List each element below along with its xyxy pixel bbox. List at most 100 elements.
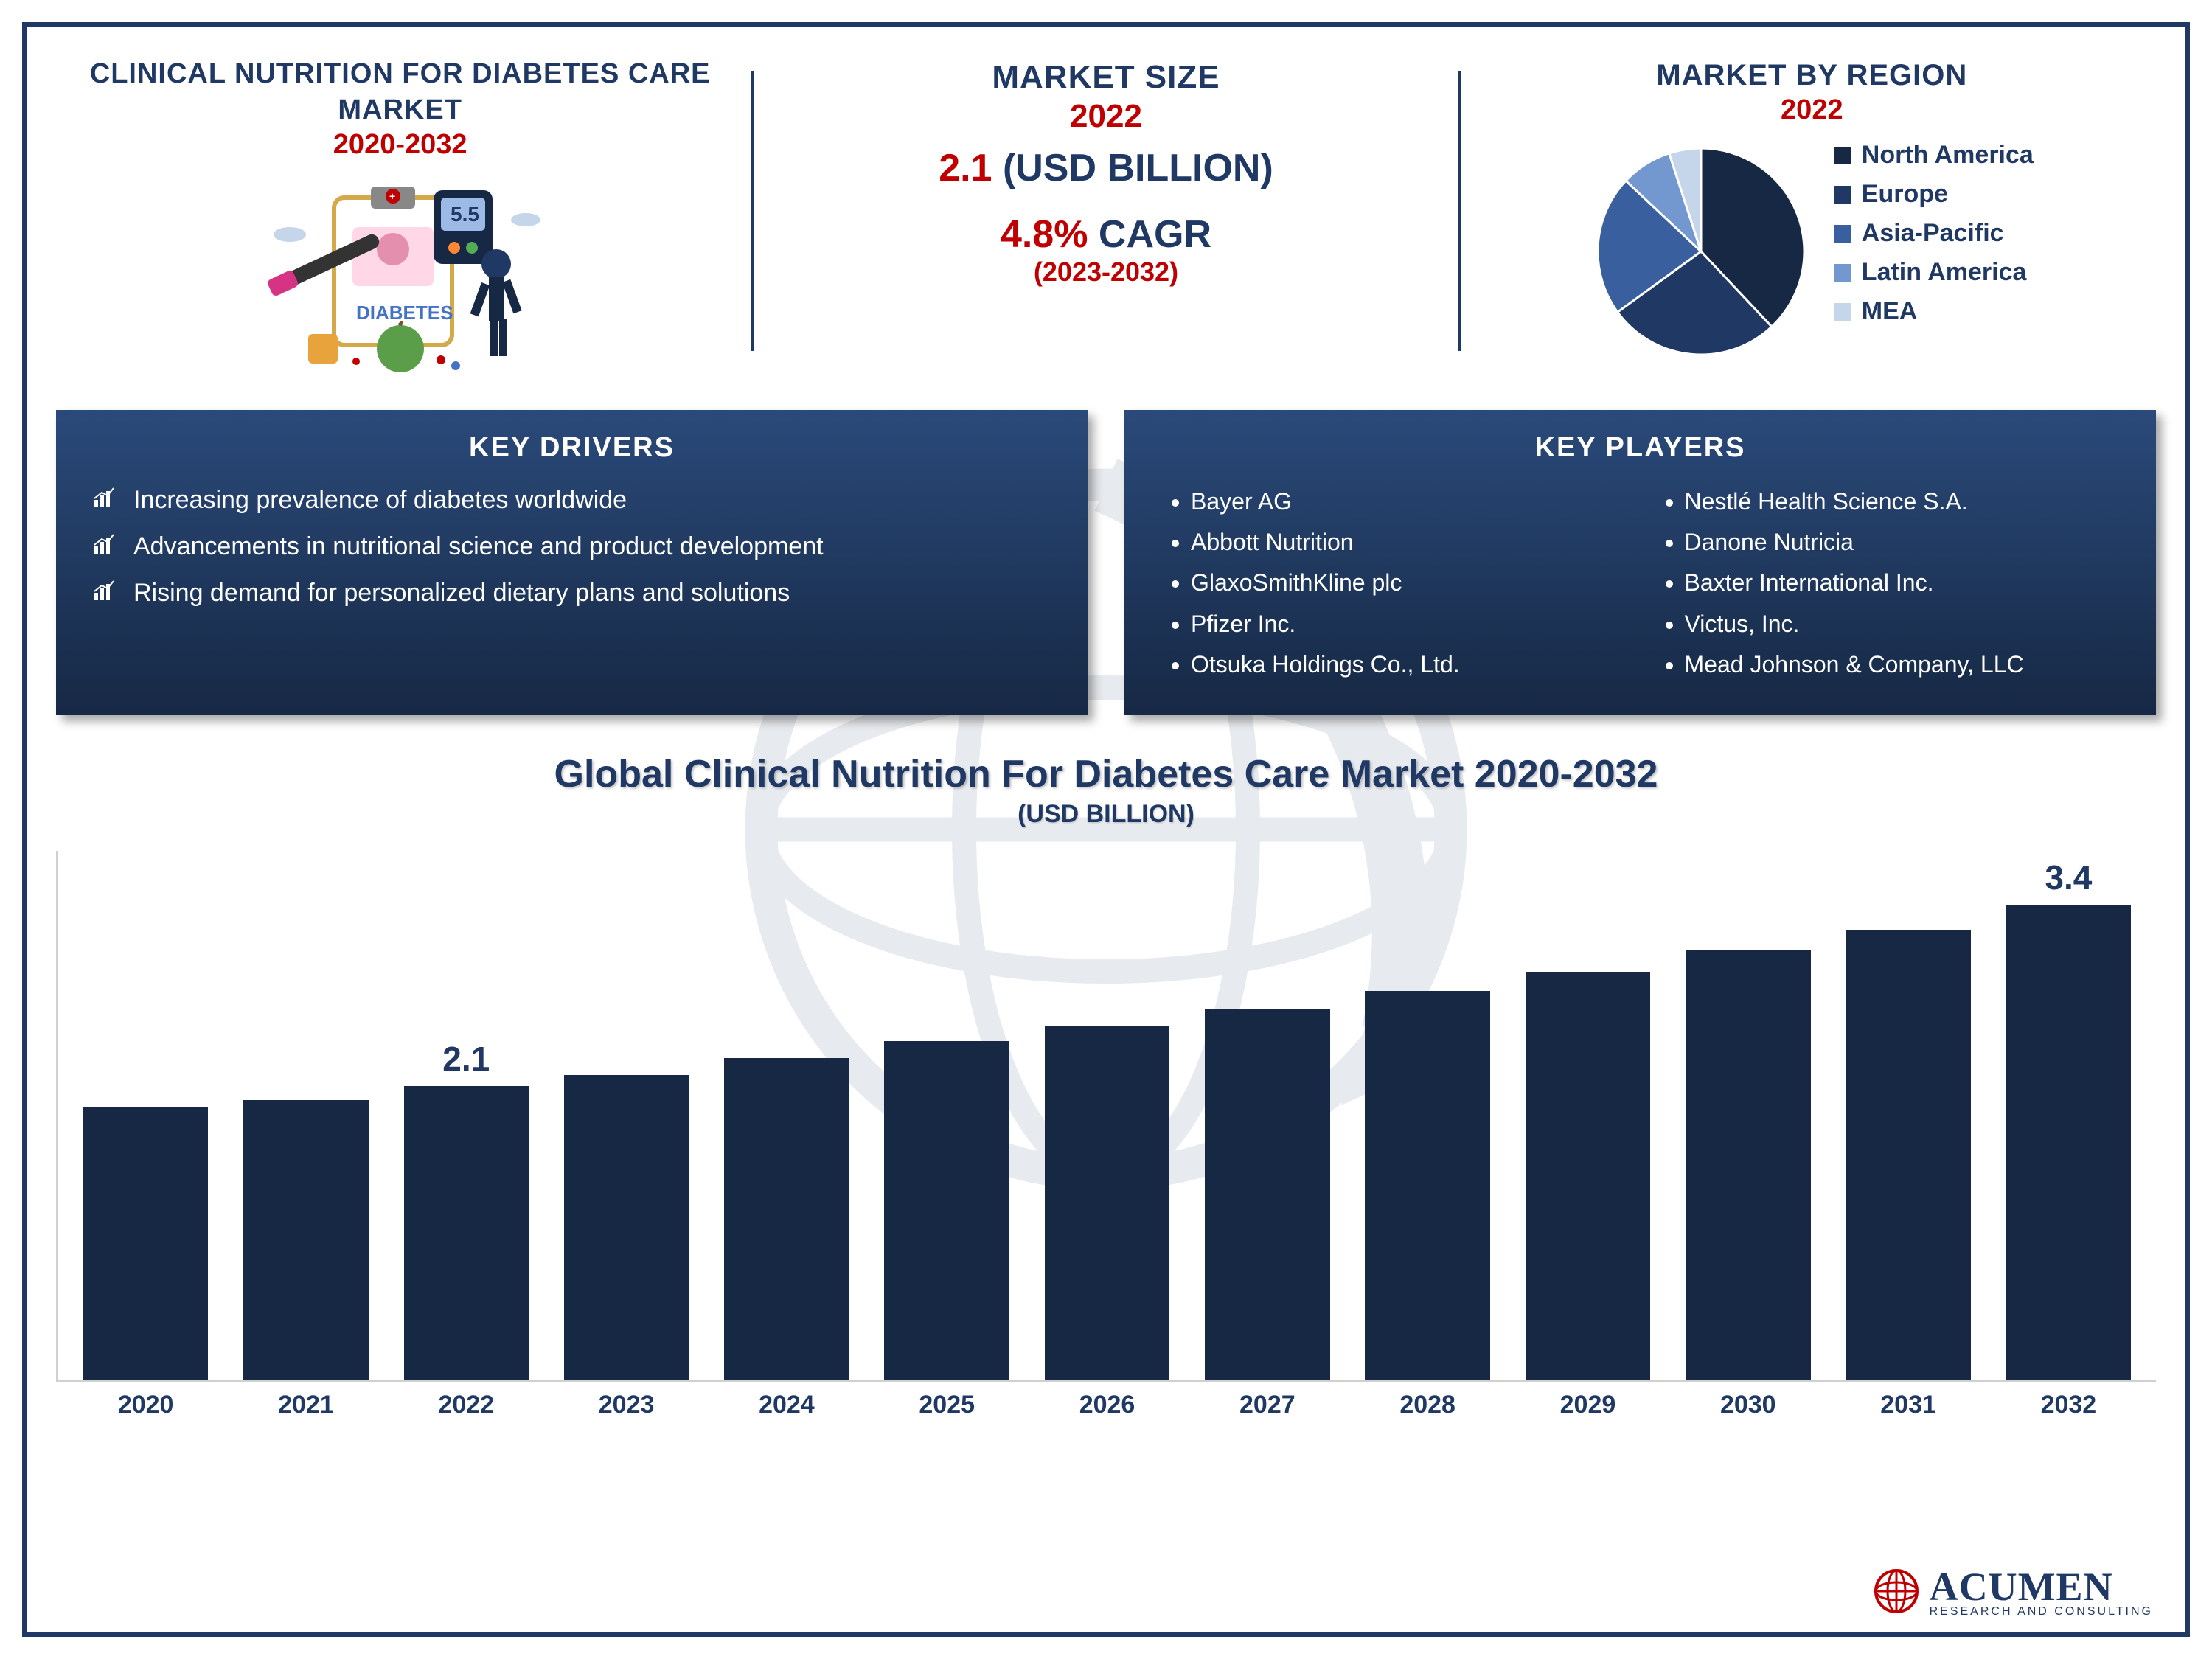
bar (1846, 930, 1971, 1380)
xaxis-label: 2026 (1027, 1391, 1187, 1419)
title-line2: MARKET (56, 92, 744, 128)
player-item: Nestlé Health Science S.A. (1685, 486, 2120, 518)
logo-tag: RESEARCH AND CONSULTING (1930, 1605, 2153, 1618)
col-region: MARKET BY REGION 2022 North America Europ… (1468, 56, 2156, 395)
svg-text:DIABETES: DIABETES (356, 302, 453, 324)
players-title: KEY PLAYERS (1161, 432, 2119, 464)
bar (83, 1107, 209, 1379)
legend-swatch (1834, 147, 1851, 164)
player-item: GlaxoSmithKline plc (1191, 567, 1626, 599)
xaxis-label: 2032 (1989, 1391, 2149, 1419)
bars-row: 2.1 3.4 (56, 851, 2156, 1382)
players-col-1: Bayer AG Abbott Nutrition GlaxoSmithKline … (1161, 486, 1626, 689)
outer-frame: CLINICAL NUTRITION FOR DIABETES CARE MAR… (22, 22, 2190, 1637)
pie-chart (1590, 141, 1812, 362)
bar-slot (1187, 851, 1347, 1380)
player-item: Baxter International Inc. (1685, 567, 2120, 599)
bars-area: 2.1 3.4 202020212022202320242025202620272… (56, 851, 2156, 1441)
size-unit: (USD BILLION) (1003, 147, 1273, 189)
key-drivers-box: KEY DRIVERS Increasing prevalence of dia… (56, 410, 1088, 715)
market-size-value: 2.1 (USD BILLION) (762, 146, 1450, 190)
player-item: Danone Nutricia (1685, 526, 2120, 558)
market-size-year: 2022 (762, 98, 1450, 135)
chart-icon (93, 580, 115, 607)
player-item: Victus, Inc. (1685, 608, 2120, 640)
driver-item: Rising demand for personalized dietary p… (93, 579, 1051, 608)
player-item: Bayer AG (1191, 486, 1626, 518)
bar-slot (1668, 851, 1828, 1380)
legend-swatch (1834, 225, 1851, 243)
legend-item: MEA (1834, 297, 2034, 326)
legend-swatch (1834, 186, 1851, 204)
region-title: MARKET BY REGION (1468, 56, 2156, 94)
bar-value-label: 2.1 (442, 1039, 490, 1079)
acumen-logo: ACUMEN RESEARCH AND CONSULTING (1871, 1564, 2153, 1618)
legend-swatch (1834, 264, 1851, 282)
legend-item: Europe (1834, 180, 2034, 209)
xaxis-label: 2024 (706, 1391, 866, 1419)
bar-slot (226, 851, 386, 1380)
driver-item: Increasing prevalence of diabetes worldw… (93, 486, 1051, 515)
player-item: Mead Johnson & Company, LLC (1685, 649, 2120, 681)
driver-text: Increasing prevalence of diabetes worldw… (133, 486, 627, 515)
title-line1: CLINICAL NUTRITION FOR DIABETES CARE (56, 56, 744, 92)
legend-label: Latin America (1862, 258, 2027, 287)
cagr-range: (2023-2032) (762, 257, 1450, 288)
cagr-value: 4.8% (1001, 213, 1088, 256)
legend-item: Asia-Pacific (1834, 219, 2034, 248)
diabetes-illustration: + DIABETES 5.5 (56, 175, 744, 375)
logo-globe-icon (1871, 1565, 1922, 1617)
driver-text: Rising demand for personalized dietary p… (133, 579, 790, 608)
key-players-box: KEY PLAYERS Bayer AG Abbott Nutrition Glax… (1124, 410, 2156, 715)
xaxis-label: 2020 (66, 1391, 226, 1419)
player-item: Abbott Nutrition (1191, 526, 1626, 558)
bar (1365, 991, 1490, 1380)
cagr-label: CAGR (1099, 213, 1211, 256)
bar-slot (1348, 851, 1508, 1380)
bar-slot (1828, 851, 1988, 1380)
legend-item: North America (1834, 141, 2034, 170)
xaxis-label: 2030 (1668, 1391, 1828, 1419)
players-col-2: Nestlé Health Science S.A. Danone Nutrici… (1655, 486, 2120, 689)
bar-slot: 3.4 (1989, 851, 2149, 1380)
legend-item: Latin America (1834, 258, 2034, 287)
bar (404, 1086, 529, 1380)
chart-title: Global Clinical Nutrition For Diabetes C… (56, 752, 2156, 796)
bar (243, 1100, 369, 1380)
pie-legend: North America Europe Asia-Pacific Latin Ame… (1834, 141, 2034, 336)
bar (1686, 950, 1811, 1380)
xaxis-label: 2022 (386, 1391, 546, 1419)
xaxis-label: 2029 (1508, 1391, 1668, 1419)
region-year: 2022 (1468, 94, 2156, 126)
divider-2 (1458, 71, 1461, 351)
top-section: CLINICAL NUTRITION FOR DIABETES CARE MAR… (56, 56, 2156, 395)
svg-text:+: + (389, 190, 395, 202)
xaxis-row: 2020202120222023202420252026202720282029… (58, 1391, 2156, 1419)
col-market-size: MARKET SIZE 2022 2.1 (USD BILLION) 4.8% … (762, 56, 1450, 395)
bar-chart-section: Global Clinical Nutrition For Diabetes C… (56, 752, 2156, 1441)
bar (724, 1058, 849, 1380)
cagr-line: 4.8% CAGR (762, 212, 1450, 257)
logo-brand: ACUMEN (1930, 1564, 2153, 1610)
legend-label: MEA (1862, 297, 1918, 326)
xaxis-label: 2023 (546, 1391, 706, 1419)
bar (2006, 905, 2132, 1380)
player-item: Otsuka Holdings Co., Ltd. (1191, 649, 1626, 681)
bar-slot (1027, 851, 1187, 1380)
bar (884, 1041, 1009, 1380)
bar (1526, 972, 1651, 1380)
size-number: 2.1 (939, 147, 992, 189)
legend-label: North America (1862, 141, 2034, 170)
xaxis-label: 2031 (1828, 1391, 1988, 1419)
market-size-title: MARKET SIZE (762, 56, 1450, 98)
player-item: Pfizer Inc. (1191, 608, 1626, 640)
legend-label: Asia-Pacific (1862, 219, 2004, 248)
xaxis-label: 2027 (1187, 1391, 1347, 1419)
bar (1045, 1026, 1170, 1380)
drivers-list: Increasing prevalence of diabetes worldw… (93, 486, 1051, 608)
driver-text: Advancements in nutritional science and … (133, 532, 824, 561)
bar-slot (66, 851, 226, 1380)
info-boxes: KEY DRIVERS Increasing prevalence of dia… (56, 410, 2156, 715)
chart-icon (93, 487, 115, 514)
bar-slot (546, 851, 706, 1380)
